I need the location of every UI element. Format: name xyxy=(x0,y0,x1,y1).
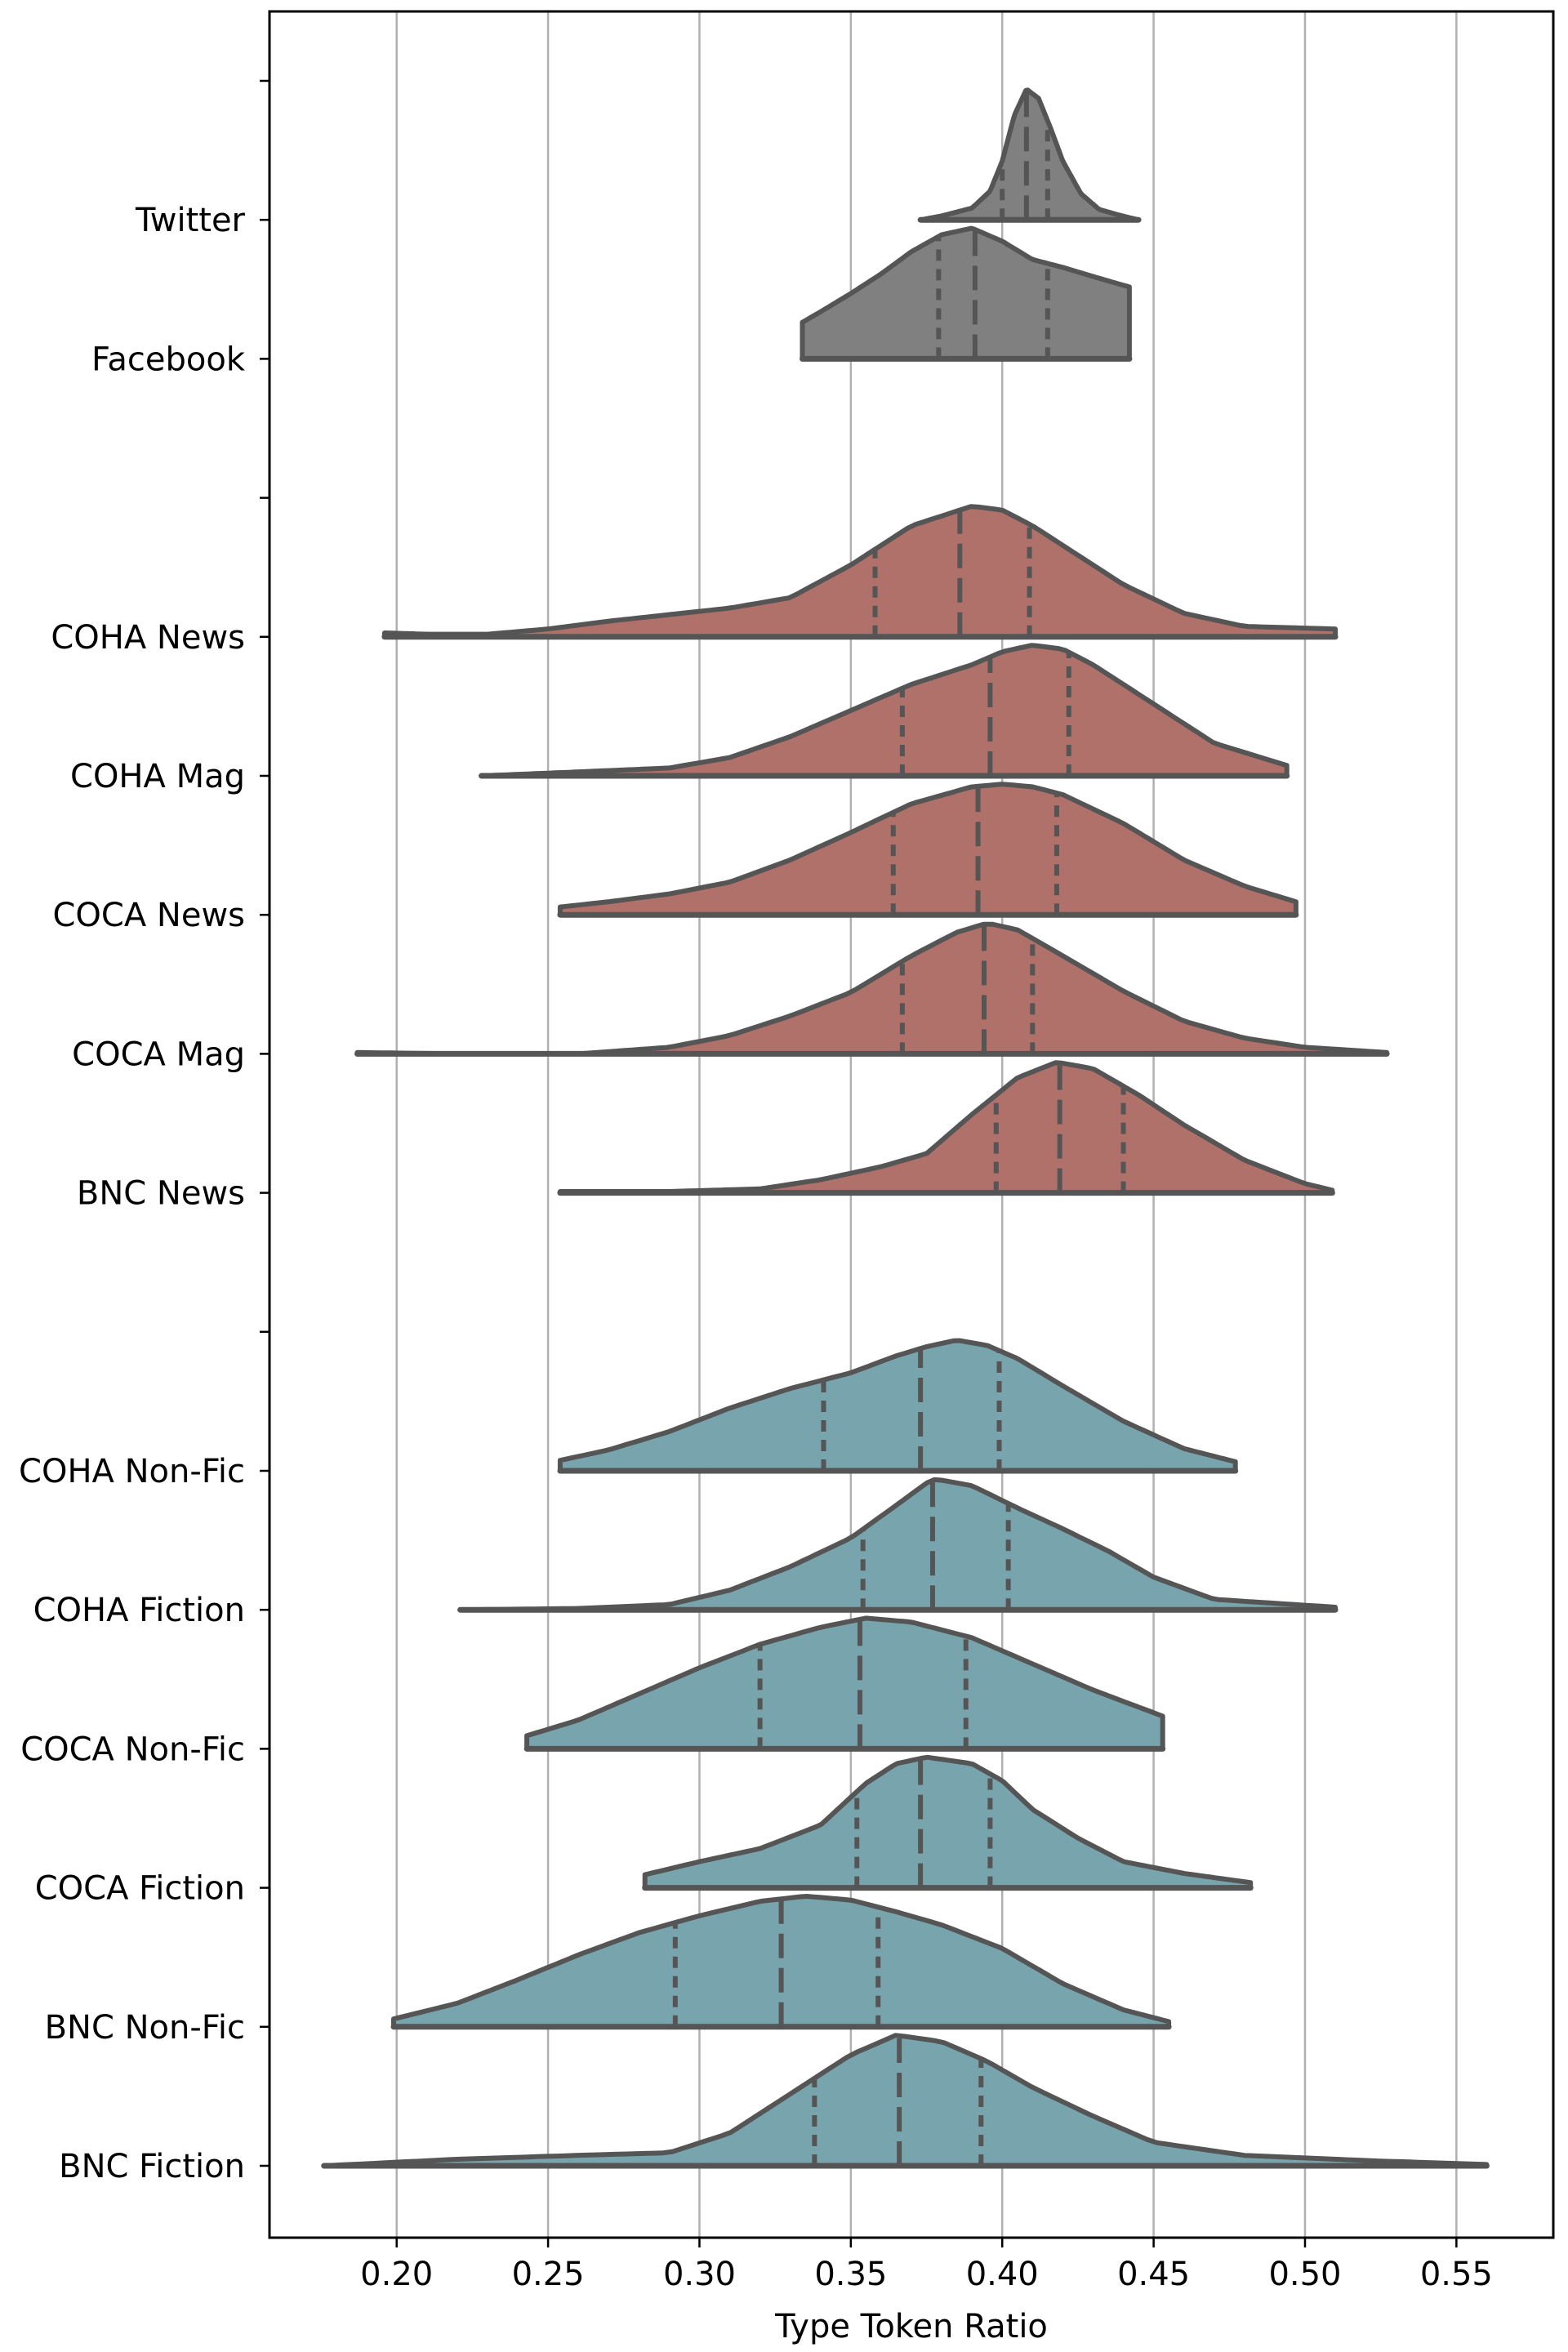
violin-body xyxy=(321,2033,1490,2168)
violin-body xyxy=(391,1894,1172,2029)
violin-body xyxy=(557,782,1298,918)
violin-coca-fiction xyxy=(642,1754,1254,1891)
x-tick-label: 0.30 xyxy=(663,2256,736,2293)
x-axis: 0.20 0.25 0.30 0.35 0.40 0.45 0.50 0.55 xyxy=(360,2238,1493,2293)
violin-coha-news xyxy=(381,504,1339,640)
y-tick-label: BNC Non-Fic xyxy=(45,2009,245,2047)
violin-bnc-fiction xyxy=(321,2033,1490,2169)
violin-body xyxy=(918,87,1142,223)
violin-body xyxy=(557,1338,1238,1473)
violin-body xyxy=(479,643,1290,778)
violin-coca-mag xyxy=(354,921,1390,1057)
y-tick-label: COHA Non-Fic xyxy=(19,1453,245,1490)
violin-body xyxy=(381,504,1339,639)
x-tick-label: 0.55 xyxy=(1420,2256,1493,2293)
violin-coha-non-fic xyxy=(557,1338,1239,1474)
y-tick-label: BNC Fiction xyxy=(59,2148,245,2185)
x-tick-label: 0.50 xyxy=(1268,2256,1341,2293)
y-tick-label: Facebook xyxy=(91,341,246,378)
y-tick-label: COHA Mag xyxy=(70,758,245,795)
x-tick-label: 0.35 xyxy=(814,2256,887,2293)
violin-body xyxy=(524,1615,1165,1752)
y-tick-label: COHA News xyxy=(51,619,245,657)
violin-body xyxy=(557,1060,1335,1196)
violin-coha-fiction xyxy=(457,1477,1339,1613)
y-tick-label: COCA News xyxy=(52,897,245,934)
violin-body xyxy=(457,1477,1339,1613)
y-tick-label: COCA Mag xyxy=(72,1036,245,1073)
violin-body xyxy=(800,225,1132,362)
violin-bnc-news xyxy=(557,1060,1335,1196)
x-tick-label: 0.25 xyxy=(512,2256,585,2293)
violin-body xyxy=(642,1754,1254,1891)
x-tick-label: 0.45 xyxy=(1117,2256,1190,2293)
y-tick-label: BNC News xyxy=(77,1175,245,1213)
violins xyxy=(321,87,1490,2169)
violin-coha-mag xyxy=(479,643,1290,779)
violin-body xyxy=(354,921,1390,1057)
y-tick-label: COCA Non-Fic xyxy=(20,1731,245,1768)
violin-coca-non-fic xyxy=(523,1615,1166,1752)
x-axis-title: Type Token Ratio xyxy=(774,2308,1048,2345)
y-tick-label: COCA Fiction xyxy=(35,1870,245,1908)
y-axis: Twitter Facebook COHA News COHA Mag COCA New… xyxy=(19,79,270,2185)
y-tick-label: Twitter xyxy=(135,202,246,239)
y-tick-label: COHA Fiction xyxy=(33,1592,245,1629)
x-tick-label: 0.20 xyxy=(360,2256,433,2293)
violin-coca-news xyxy=(557,782,1299,918)
plot-frame xyxy=(268,10,1555,2239)
violin-facebook xyxy=(800,225,1133,362)
x-tick-label: 0.40 xyxy=(966,2256,1039,2293)
violin-bnc-non-fic xyxy=(390,1894,1172,2030)
violin-twitter xyxy=(917,87,1142,223)
